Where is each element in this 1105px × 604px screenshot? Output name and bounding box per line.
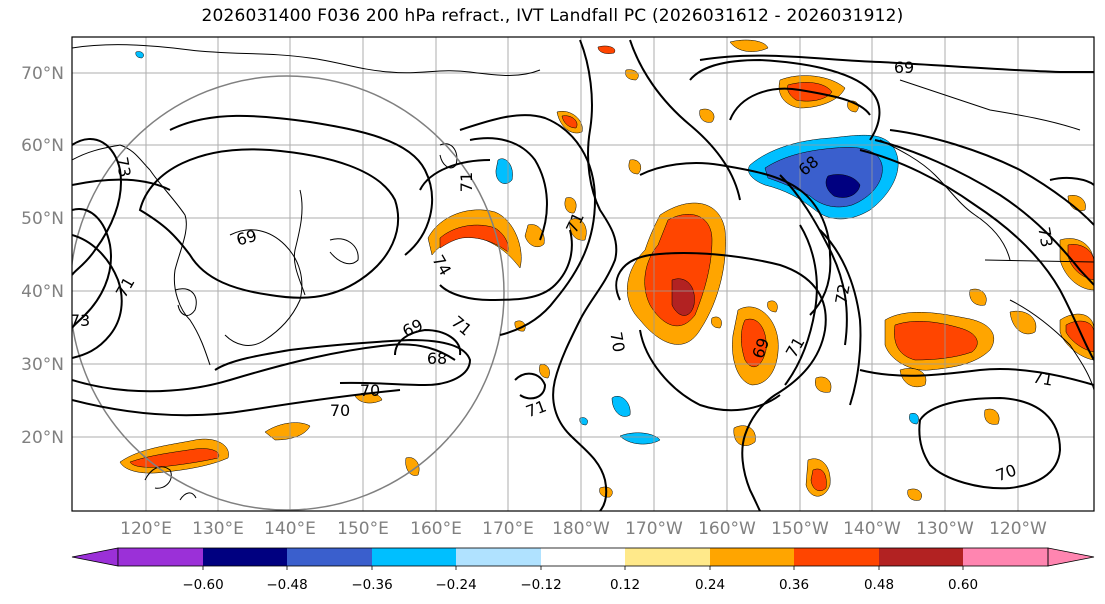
- lat-label: 60°N: [21, 136, 64, 156]
- contour-label: 68: [427, 349, 447, 368]
- colorbar-swatch: [456, 548, 541, 566]
- colorbar-swatch: [118, 548, 203, 566]
- contour-label: 70: [606, 330, 628, 353]
- colorbar-tick-label: −0.36: [351, 577, 392, 593]
- lon-label: 150°E: [337, 519, 389, 539]
- shading-positive: [119, 39, 1094, 501]
- colorbar-tick-label: −0.24: [435, 577, 476, 593]
- colorbar-tick-label: −0.48: [266, 577, 307, 593]
- colorbar-tick-label: −0.12: [520, 577, 561, 593]
- graticule: [72, 37, 1094, 511]
- contour-label: 70: [330, 401, 350, 420]
- lon-label: 120°E: [120, 519, 172, 539]
- colorbar-extend-low: [71, 547, 119, 567]
- map-title: 2026031400 F036 200 hPa refract., IVT La…: [201, 6, 904, 26]
- contour-label: 70: [360, 381, 380, 400]
- colorbar: −0.60 −0.48 −0.36 −0.24 −0.12 0.12 0.24 …: [71, 547, 1095, 593]
- colorbar-tick-label: 0.60: [948, 577, 978, 593]
- colorbar-swatch: [963, 548, 1048, 566]
- lon-label: 140°E: [264, 519, 316, 539]
- colorbar-tick-label: 0.36: [779, 577, 809, 593]
- lat-label: 70°N: [21, 64, 64, 84]
- map-background: [72, 37, 1094, 511]
- colorbar-swatch: [710, 548, 794, 566]
- colorbar-tick-label: 0.12: [610, 577, 640, 593]
- lon-label: 180°W: [552, 519, 610, 539]
- longitude-labels: 120°E 130°E 140°E 150°E 160°E 170°E 180°…: [120, 519, 1047, 539]
- sector-circle: [72, 75, 505, 511]
- shading-negative: [135, 51, 919, 445]
- contours: [72, 39, 1094, 511]
- lon-label: 170°E: [482, 519, 534, 539]
- contour-label: 69: [894, 58, 914, 77]
- colorbar-swatch: [879, 548, 963, 566]
- lon-label: 140°W: [843, 519, 901, 539]
- colorbar-tick-label: −0.60: [182, 577, 223, 593]
- lon-label: 130°E: [192, 519, 244, 539]
- lat-label: 30°N: [21, 355, 64, 375]
- lon-label: 170°W: [625, 519, 683, 539]
- contour-label: 73: [112, 155, 134, 178]
- colorbar-swatch: [203, 548, 287, 566]
- latitude-labels: 70°N 60°N 50°N 40°N 30°N 20°N: [21, 64, 64, 448]
- colorbar-outline: [117, 547, 1049, 567]
- lon-label: 160°E: [410, 519, 462, 539]
- coastlines: [72, 44, 1094, 501]
- contour-label: 73: [70, 311, 90, 330]
- colorbar-swatch: [287, 548, 372, 566]
- map-frame: [71, 36, 1095, 512]
- lon-label: 150°W: [771, 519, 829, 539]
- colorbar-tick-label: 0.24: [695, 577, 725, 593]
- contour-label: 72: [831, 282, 853, 305]
- lat-label: 50°N: [21, 209, 64, 229]
- colorbar-swatch: [541, 548, 625, 566]
- lon-label: 120°W: [989, 519, 1047, 539]
- contour-label: 69: [234, 226, 259, 250]
- lat-label: 20°N: [21, 428, 64, 448]
- lon-label: 130°W: [916, 519, 974, 539]
- contour-label: 73: [1034, 225, 1056, 248]
- lon-label: 160°W: [698, 519, 756, 539]
- contour-label-71-east: 71: [1031, 367, 1054, 389]
- lat-label: 40°N: [21, 282, 64, 302]
- colorbar-swatch: [794, 548, 879, 566]
- colorbar-swatch: [625, 548, 710, 566]
- contour-label: 71: [457, 172, 476, 192]
- colorbar-extend-high: [1047, 547, 1095, 567]
- colorbar-swatch: [372, 548, 456, 566]
- colorbar-tick-label: 0.48: [864, 577, 894, 593]
